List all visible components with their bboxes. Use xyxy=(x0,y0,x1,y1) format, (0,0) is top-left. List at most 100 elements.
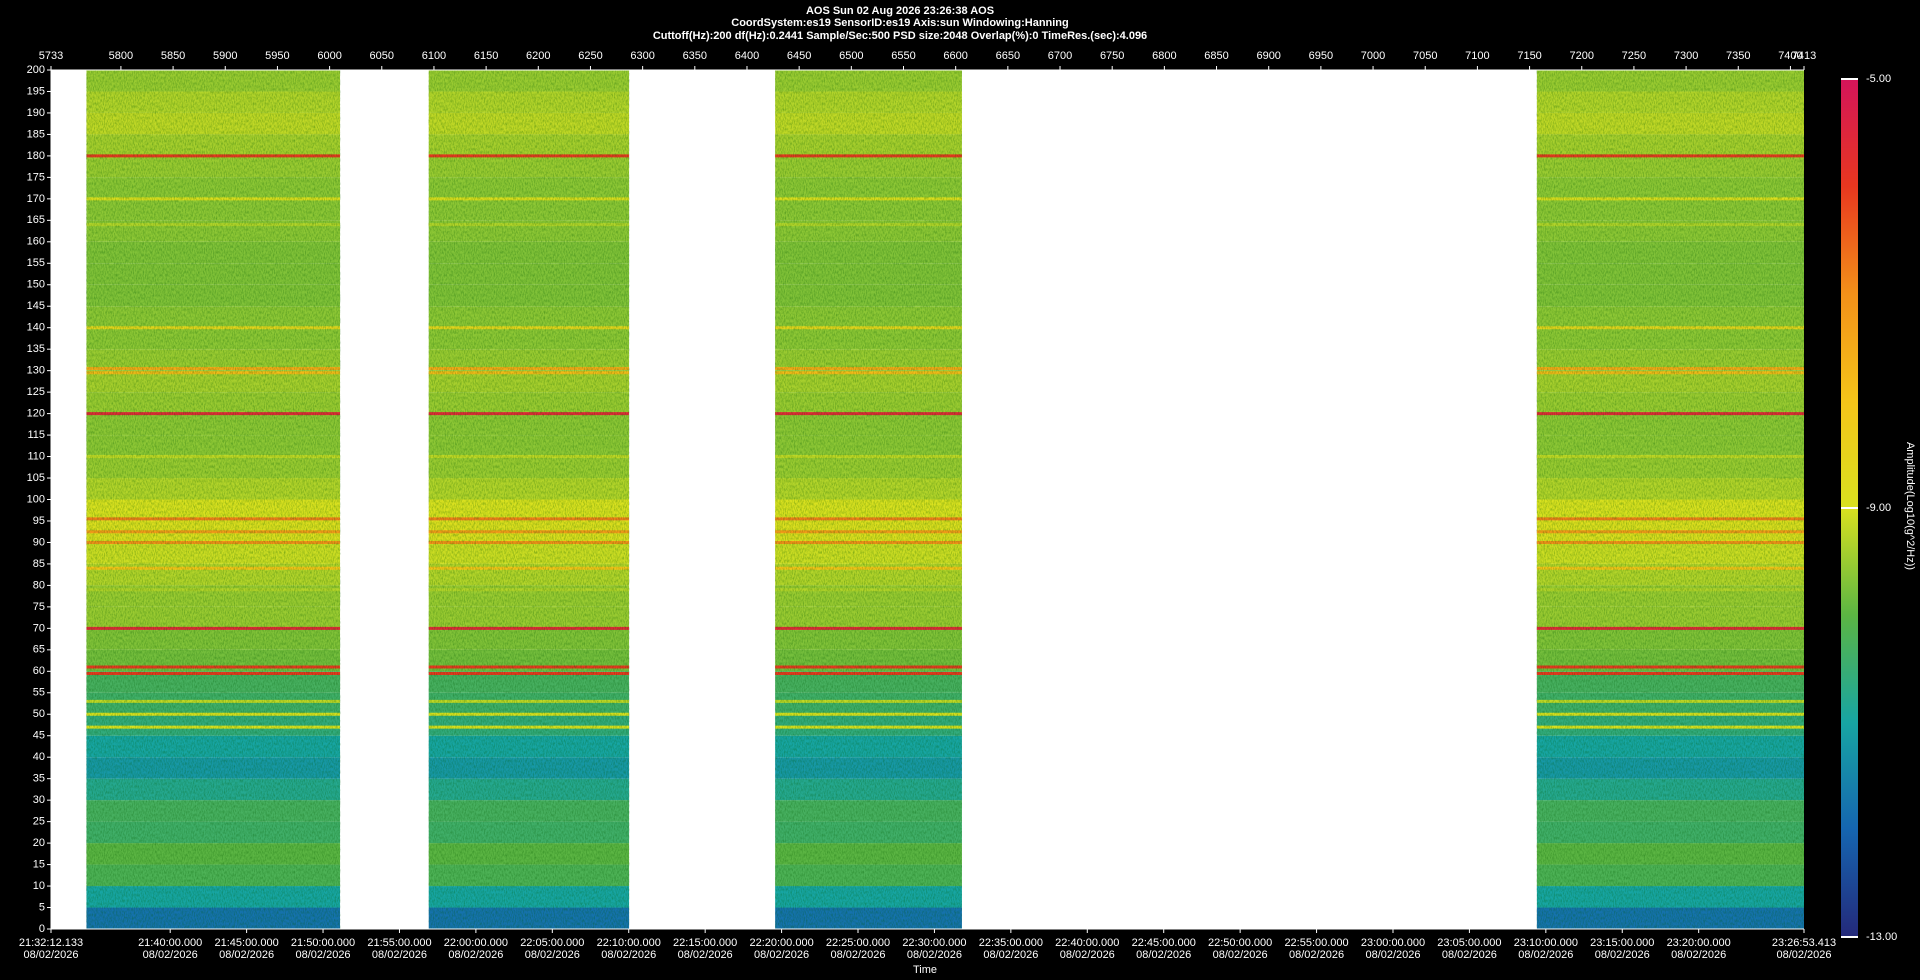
colorbar-tick-label: -13.00 xyxy=(1866,931,1897,943)
x2-tick-label: 22:30:00.000 08/02/2026 xyxy=(902,937,966,961)
x2-tick-label: 21:40:00.000 08/02/2026 xyxy=(138,937,202,961)
x2-tick-label: 22:10:00.000 08/02/2026 xyxy=(597,937,661,961)
x2-tick-label: 23:26:53.413 08/02/2026 xyxy=(1772,937,1836,961)
y-tick-label: 185 xyxy=(27,128,45,140)
x-tick-label: 7050 xyxy=(1413,50,1437,62)
x2-tick-label: 21:32:12.133 08/02/2026 xyxy=(19,937,83,961)
y-tick-label: 195 xyxy=(27,85,45,97)
y-tick-label: 110 xyxy=(27,450,45,462)
chart-subtitle: CoordSystem:es19 SensorID:es19 Axis:sun … xyxy=(731,17,1069,29)
y-tick-label: 135 xyxy=(27,343,45,355)
x2-tick-label: 23:20:00.000 08/02/2026 xyxy=(1667,937,1731,961)
x-tick-label: 7250 xyxy=(1622,50,1646,62)
x2-tick-label: 22:25:00.000 08/02/2026 xyxy=(826,937,890,961)
segment xyxy=(775,70,962,929)
x-tick-label: 7413 xyxy=(1792,50,1816,62)
x-tick-label: 7100 xyxy=(1465,50,1489,62)
y-tick-label: 35 xyxy=(33,773,45,785)
y-tick-label: 80 xyxy=(33,579,45,591)
x-tick-label: 6000 xyxy=(317,50,341,62)
x-tick-label: 7200 xyxy=(1570,50,1594,62)
segment xyxy=(428,70,630,929)
y-tick-label: 165 xyxy=(27,214,45,226)
y-tick-label: 95 xyxy=(33,515,45,527)
x-tick-label: 7400 xyxy=(1778,50,1802,62)
y-tick-label: 150 xyxy=(27,279,45,291)
x2-tick-label: 21:55:00.000 08/02/2026 xyxy=(367,937,431,961)
colorbar-tick-label: -5.00 xyxy=(1866,73,1891,85)
y-tick-label: 40 xyxy=(33,751,45,763)
x-tick-label: 6850 xyxy=(1204,50,1228,62)
x-tick-label: 7300 xyxy=(1674,50,1698,62)
chart-subtitle: Cuttoff(Hz):200 df(Hz):0.2441 Sample/Sec… xyxy=(653,30,1147,42)
y-tick-label: 155 xyxy=(27,257,45,269)
colorbar-label: Amplitude(Log10(g^2/Hz)) xyxy=(1904,442,1916,570)
y-tick-label: 140 xyxy=(27,322,45,334)
x2-tick-label: 23:05:00.000 08/02/2026 xyxy=(1437,937,1501,961)
x-tick-label: 6250 xyxy=(578,50,602,62)
x2-tick-label: 23:15:00.000 08/02/2026 xyxy=(1590,937,1654,961)
x-tick-label: 6350 xyxy=(683,50,707,62)
y-tick-label: 60 xyxy=(33,665,45,677)
y-tick-label: 100 xyxy=(27,493,45,505)
y-tick-label: 85 xyxy=(33,558,45,570)
y-tick-label: 190 xyxy=(27,107,45,119)
y-tick-label: 75 xyxy=(33,601,45,613)
x-tick-label: 6950 xyxy=(1309,50,1333,62)
x-tick-label: 5900 xyxy=(213,50,237,62)
x-tick-label: 6800 xyxy=(1152,50,1176,62)
y-tick-label: 180 xyxy=(27,150,45,162)
x-tick-label: 6400 xyxy=(735,50,759,62)
x-tick-label: 5733 xyxy=(39,50,63,62)
x2-tick-label: 22:45:00.000 08/02/2026 xyxy=(1132,937,1196,961)
x-tick-label: 6100 xyxy=(422,50,446,62)
y-tick-label: 90 xyxy=(33,536,45,548)
y-tick-label: 175 xyxy=(27,171,45,183)
y-tick-label: 50 xyxy=(33,708,45,720)
x2-tick-label: 22:55:00.000 08/02/2026 xyxy=(1284,937,1348,961)
segment xyxy=(1536,70,1804,929)
x-tick-label: 6050 xyxy=(370,50,394,62)
x2-tick-label: 21:50:00.000 08/02/2026 xyxy=(291,937,355,961)
y-tick-label: 5 xyxy=(39,901,45,913)
y-tick-label: 145 xyxy=(27,300,45,312)
segment xyxy=(86,70,341,929)
y-tick-label: 130 xyxy=(27,365,45,377)
y-tick-label: 115 xyxy=(27,429,45,441)
y-tick-label: 30 xyxy=(33,794,45,806)
x-tick-label: 7000 xyxy=(1361,50,1385,62)
x-tick-label: 6650 xyxy=(996,50,1020,62)
x2-tick-label: 22:50:00.000 08/02/2026 xyxy=(1208,937,1272,961)
y-tick-label: 25 xyxy=(33,816,45,828)
y-tick-label: 105 xyxy=(27,472,45,484)
y-tick-label: 55 xyxy=(33,687,45,699)
texture xyxy=(86,70,341,929)
x2-tick-label: 23:10:00.000 08/02/2026 xyxy=(1514,937,1578,961)
x2-tick-label: 21:45:00.000 08/02/2026 xyxy=(214,937,278,961)
y-tick-label: 10 xyxy=(33,880,45,892)
chart-title: AOS Sun 02 Aug 2026 23:26:38 AOS xyxy=(806,5,994,17)
x-tick-label: 6550 xyxy=(891,50,915,62)
x-tick-label: 6300 xyxy=(630,50,654,62)
y-tick-label: 0 xyxy=(39,923,45,935)
y-tick-label: 20 xyxy=(33,837,45,849)
x2-tick-label: 22:00:00.000 08/02/2026 xyxy=(444,937,508,961)
x-tick-label: 6200 xyxy=(526,50,550,62)
x-tick-label: 7150 xyxy=(1517,50,1541,62)
x-tick-label: 6600 xyxy=(943,50,967,62)
x-axis-label: Time xyxy=(913,964,937,976)
y-tick-label: 70 xyxy=(33,622,45,634)
x-tick-label: 5950 xyxy=(265,50,289,62)
x-tick-label: 6450 xyxy=(787,50,811,62)
x-tick-label: 7350 xyxy=(1726,50,1750,62)
y-tick-label: 15 xyxy=(33,858,45,870)
y-tick-label: 45 xyxy=(33,730,45,742)
x2-tick-label: 22:05:00.000 08/02/2026 xyxy=(520,937,584,961)
y-tick-label: 65 xyxy=(33,644,45,656)
x-tick-label: 6500 xyxy=(839,50,863,62)
x-tick-label: 6700 xyxy=(1048,50,1072,62)
y-tick-label: 200 xyxy=(27,64,45,76)
y-tick-label: 160 xyxy=(27,236,45,248)
